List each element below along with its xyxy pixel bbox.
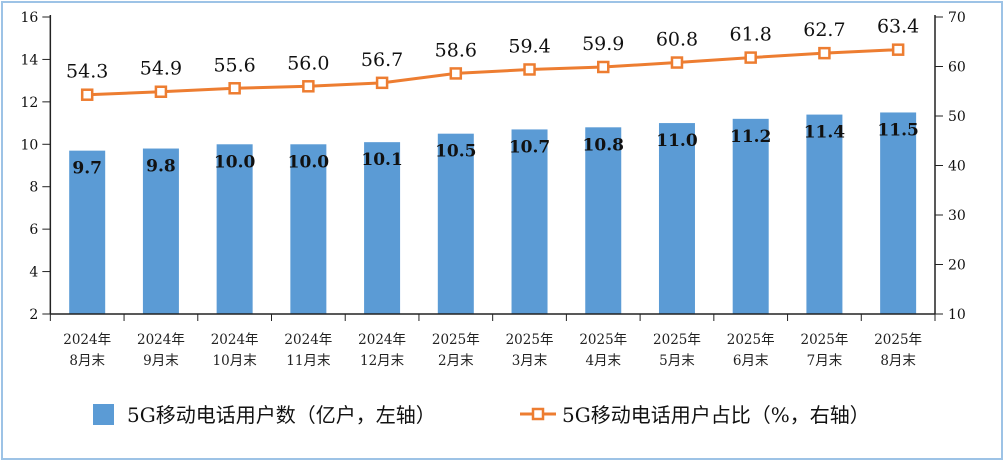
- line-label: 54.3: [66, 61, 108, 83]
- x-tick-label: 6月末: [733, 353, 769, 369]
- left-tick-label: 14: [21, 52, 39, 68]
- line-label: 59.4: [508, 35, 550, 57]
- line-label: 56.7: [361, 49, 403, 71]
- bar: [511, 129, 548, 314]
- bar-label: 10.0: [288, 152, 330, 172]
- x-tick-label: 2024年: [137, 332, 185, 348]
- right-tick-label: 40: [948, 159, 966, 175]
- x-tick-label: 8月末: [69, 353, 105, 369]
- legend-label-line: 5G移动电话用户占比（%，右轴）: [562, 403, 870, 427]
- bar-label: 10.1: [361, 150, 402, 170]
- x-tick-label: 2025年: [506, 332, 554, 348]
- line-label: 59.9: [582, 33, 624, 55]
- x-tick-label: 2025年: [579, 332, 627, 348]
- bar-label: 10.7: [509, 137, 550, 157]
- x-tick-label: 8月末: [880, 353, 916, 369]
- legend-swatch-bar: [93, 404, 114, 425]
- legend-label-bar: 5G移动电话用户数（亿户，左轴）: [127, 403, 436, 427]
- line-marker: [80, 88, 94, 101]
- bar-label: 11.0: [656, 131, 698, 151]
- left-tick-label: 2: [29, 307, 38, 323]
- x-tick-label: 2月末: [438, 353, 474, 369]
- x-tick-label: 2024年: [284, 332, 332, 348]
- bar-label: 10.5: [435, 142, 476, 162]
- x-tick-label: 2025年: [727, 332, 775, 348]
- line-marker: [228, 82, 241, 95]
- bar-label: 9.8: [146, 157, 176, 177]
- line-marker: [154, 85, 168, 98]
- bar: [585, 127, 622, 314]
- bar-label: 10.8: [583, 135, 624, 155]
- x-tick-label: 2025年: [432, 332, 480, 348]
- line-label: 61.8: [730, 24, 772, 46]
- bar: [732, 118, 769, 314]
- right-tick-label: 10: [948, 307, 966, 323]
- line-marker: [375, 76, 389, 90]
- bar: [658, 123, 695, 314]
- left-tick-label: 16: [21, 10, 39, 26]
- x-tick-label: 7月末: [807, 353, 843, 369]
- x-tick-label: 4月末: [585, 353, 621, 369]
- x-tick-label: 3月末: [512, 353, 548, 369]
- bar: [69, 150, 106, 314]
- line-label: 63.4: [877, 16, 919, 38]
- x-tick-label: 2025年: [653, 332, 701, 348]
- bar-label: 11.2: [730, 127, 771, 147]
- x-tick-label: 2025年: [874, 332, 922, 348]
- line-marker: [818, 46, 831, 60]
- right-tick-label: 50: [948, 109, 966, 125]
- bar: [364, 142, 401, 314]
- line-marker: [891, 43, 905, 56]
- x-tick-label: 2024年: [63, 332, 111, 348]
- line-label: 55.6: [213, 54, 255, 76]
- line-label: 62.7: [803, 19, 845, 41]
- bar: [880, 112, 917, 314]
- left-tick-label: 4: [29, 265, 38, 281]
- bar-label: 10.0: [214, 152, 256, 172]
- bar: [142, 148, 179, 314]
- legend-marker-line: [531, 407, 545, 421]
- left-tick-label: 10: [21, 137, 39, 153]
- bar-label: 11.5: [877, 120, 918, 140]
- x-tick-label: 2025年: [800, 332, 848, 348]
- bar: [216, 144, 253, 314]
- bar: [437, 133, 474, 314]
- line-marker: [449, 67, 463, 80]
- x-tick-label: 2024年: [211, 332, 259, 348]
- right-tick-label: 70: [948, 10, 966, 26]
- right-tick-label: 20: [948, 258, 966, 274]
- bar-label: 9.7: [72, 159, 102, 179]
- line-label: 54.9: [140, 58, 182, 80]
- line-marker: [597, 60, 610, 74]
- line-marker: [670, 56, 684, 69]
- left-tick-label: 8: [29, 180, 38, 196]
- line-label: 60.8: [656, 29, 698, 51]
- x-tick-label: 5月末: [659, 353, 695, 369]
- bar: [290, 144, 327, 314]
- line-label: 56.0: [287, 52, 329, 74]
- x-tick-label: 12月末: [360, 353, 405, 369]
- right-tick-label: 30: [948, 208, 966, 224]
- x-tick-label: 9月末: [143, 353, 179, 369]
- x-tick-label: 2024年: [358, 332, 406, 348]
- x-tick-label: 10月末: [213, 353, 258, 369]
- x-tick-label: 11月末: [286, 353, 331, 369]
- line-marker: [744, 51, 757, 64]
- line-marker: [523, 63, 536, 76]
- bar-label: 11.4: [804, 123, 846, 143]
- line-label: 58.6: [435, 39, 477, 61]
- right-tick-label: 60: [948, 60, 966, 76]
- left-tick-label: 6: [29, 222, 38, 238]
- line-marker: [302, 80, 315, 93]
- bar: [806, 114, 843, 314]
- line-series: [87, 48, 899, 97]
- left-tick-label: 12: [21, 95, 39, 111]
